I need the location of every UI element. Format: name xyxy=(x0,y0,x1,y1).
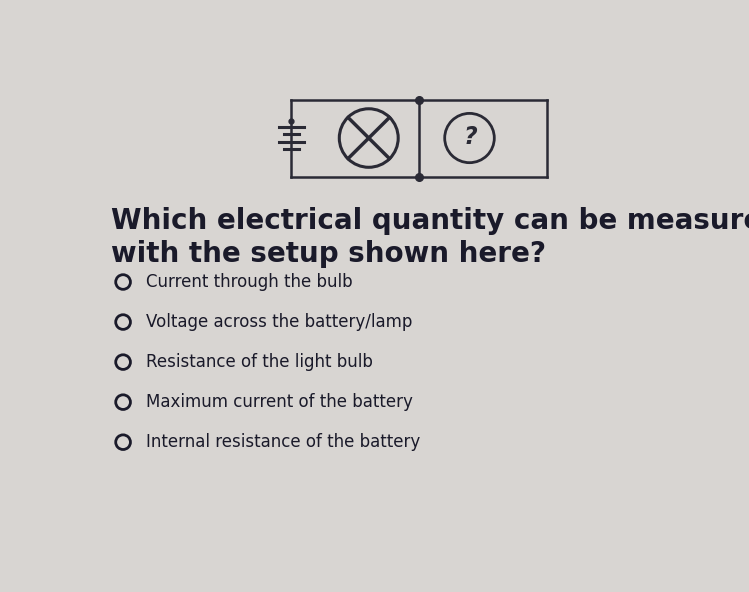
Text: Which electrical quantity can be measured: Which electrical quantity can be measure… xyxy=(111,207,749,236)
Text: ?: ? xyxy=(464,126,477,149)
Text: Resistance of the light bulb: Resistance of the light bulb xyxy=(146,353,373,371)
Text: with the setup shown here?: with the setup shown here? xyxy=(111,240,546,268)
Text: Voltage across the battery/lamp: Voltage across the battery/lamp xyxy=(146,313,413,331)
Text: Internal resistance of the battery: Internal resistance of the battery xyxy=(146,433,421,451)
Text: Maximum current of the battery: Maximum current of the battery xyxy=(146,393,413,411)
Text: Current through the bulb: Current through the bulb xyxy=(146,273,353,291)
